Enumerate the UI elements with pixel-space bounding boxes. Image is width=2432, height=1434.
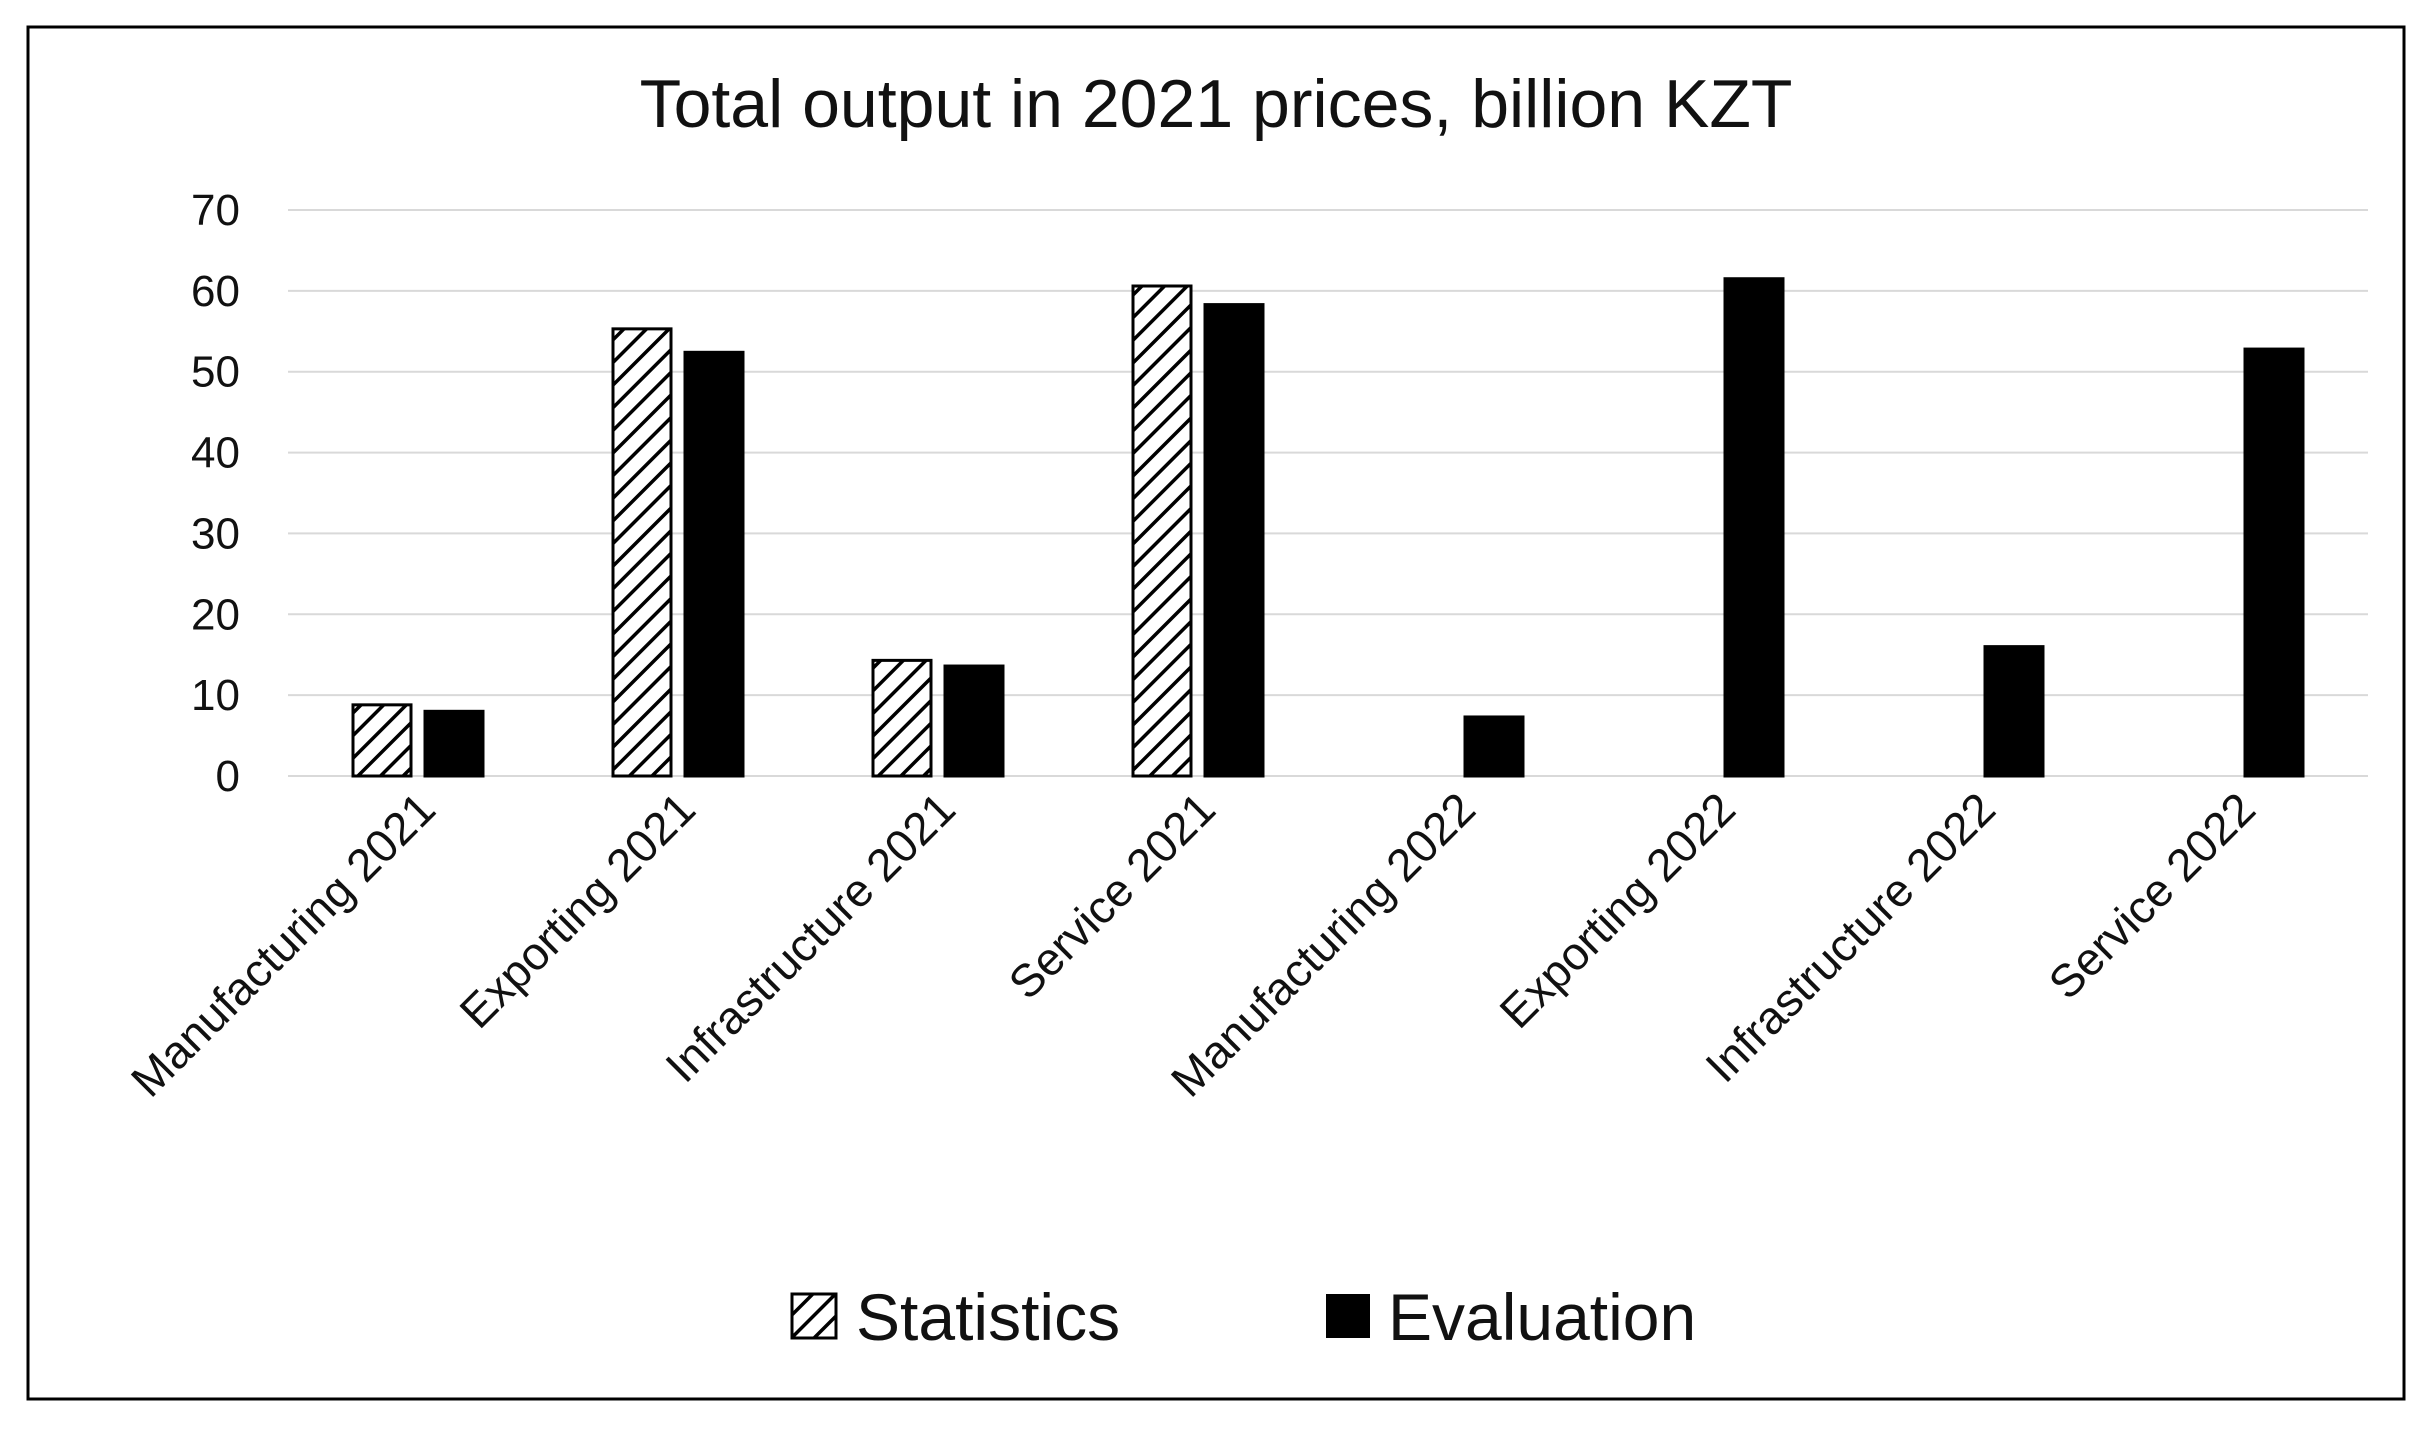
y-tick-label: 50 <box>191 348 240 397</box>
statistics-bar-4 <box>1131 284 1193 778</box>
statistics-bar-1 <box>351 703 413 778</box>
y-tick-label: 30 <box>191 509 240 558</box>
evaluation-bar-2 <box>683 350 745 778</box>
bars <box>351 277 2305 778</box>
y-tick-label: 20 <box>191 590 240 639</box>
evaluation-bar-1 <box>423 709 485 778</box>
y-tick-label: 0 <box>216 752 240 801</box>
chart-title: Total output in 2021 prices, billion KZT <box>640 66 1793 142</box>
evaluation-bar-8 <box>2243 347 2305 778</box>
legend-label-evaluation: Evaluation <box>1388 1280 1696 1354</box>
y-tick-label: 60 <box>191 267 240 316</box>
legend-swatch-statistics <box>790 1292 838 1340</box>
statistics-bar-2 <box>611 327 673 778</box>
evaluation-bar-7 <box>1983 645 2045 778</box>
evaluation-bar-5 <box>1463 715 1525 778</box>
legend-label-statistics: Statistics <box>856 1280 1120 1354</box>
evaluation-bar-4 <box>1203 303 1265 778</box>
y-tick-label: 10 <box>191 671 240 720</box>
y-tick-label: 40 <box>191 429 240 478</box>
evaluation-bar-6 <box>1723 277 1785 778</box>
evaluation-bar-3 <box>943 664 1005 778</box>
y-axis-tick-labels: 0 10 20 30 40 50 60 70 <box>191 186 240 801</box>
legend: Statistics Evaluation <box>790 1280 1696 1354</box>
statistics-bar-3 <box>871 658 933 778</box>
legend-swatch-evaluation <box>1326 1294 1370 1338</box>
y-tick-label: 70 <box>191 186 240 235</box>
